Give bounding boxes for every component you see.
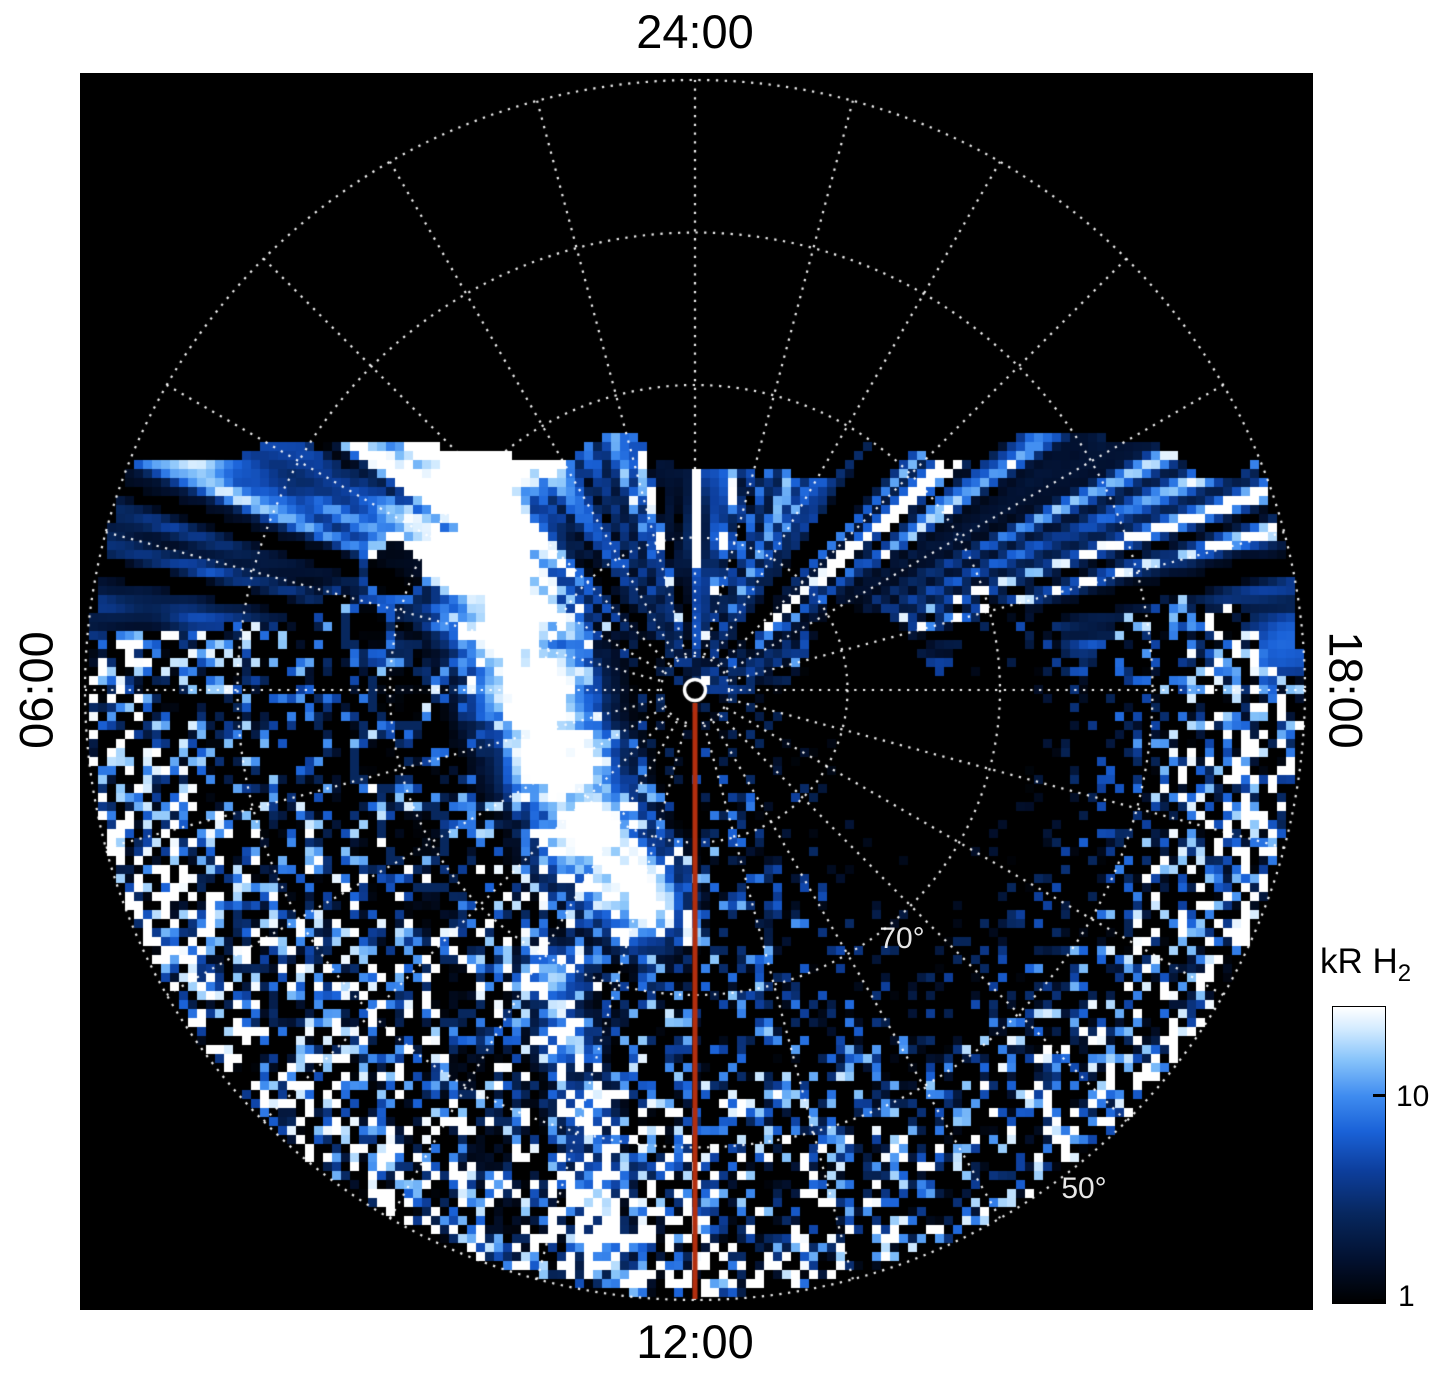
local-time-label-1800: 18:00 <box>1319 631 1373 749</box>
colorbar-tick-mark-1 <box>1373 1299 1385 1302</box>
colorbar-tick-mark-10 <box>1373 1094 1385 1097</box>
latitude-ring-label-70: 70° <box>879 922 925 955</box>
colorbar <box>1332 1006 1386 1304</box>
local-time-label-2400: 24:00 <box>636 5 754 58</box>
local-time-label-0600: 06:00 <box>9 631 63 749</box>
aurora-heatmap-canvas <box>80 73 1313 1310</box>
polar-plot-area: 70° 50° <box>80 73 1313 1310</box>
colorbar-title-main: kR H <box>1320 942 1398 981</box>
latitude-ring-label-50: 50° <box>1061 1172 1107 1205</box>
colorbar-tick-label-10: 10 <box>1396 1080 1430 1113</box>
colorbar-title: kR H2 <box>1320 942 1411 988</box>
colorbar-title-subscript: 2 <box>1397 960 1412 987</box>
colorbar-tick-label-1: 1 <box>1398 1280 1415 1313</box>
local-time-label-1200: 12:00 <box>636 1315 754 1368</box>
